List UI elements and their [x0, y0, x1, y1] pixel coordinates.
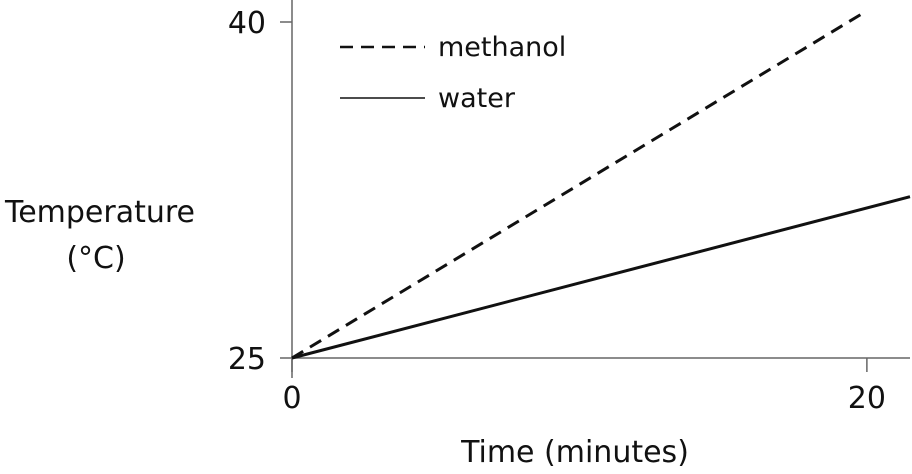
y-tick-label: 25: [228, 342, 266, 377]
y-axis-label: Temperature: [4, 195, 195, 230]
x-tick-label: 20: [848, 381, 886, 416]
x-tick-label: 0: [282, 381, 301, 416]
legend-label-methanol: methanol: [438, 32, 566, 63]
y-axis-unit-label: (°C): [66, 241, 125, 276]
y-tick-label: 40: [228, 6, 266, 41]
series-line-water: [291, 195, 911, 360]
x-axis-label: Time (minutes): [460, 435, 689, 470]
legend-label-water: water: [438, 83, 516, 114]
series-line-methanol: [291, 9, 868, 360]
legend: methanol water: [340, 32, 566, 114]
